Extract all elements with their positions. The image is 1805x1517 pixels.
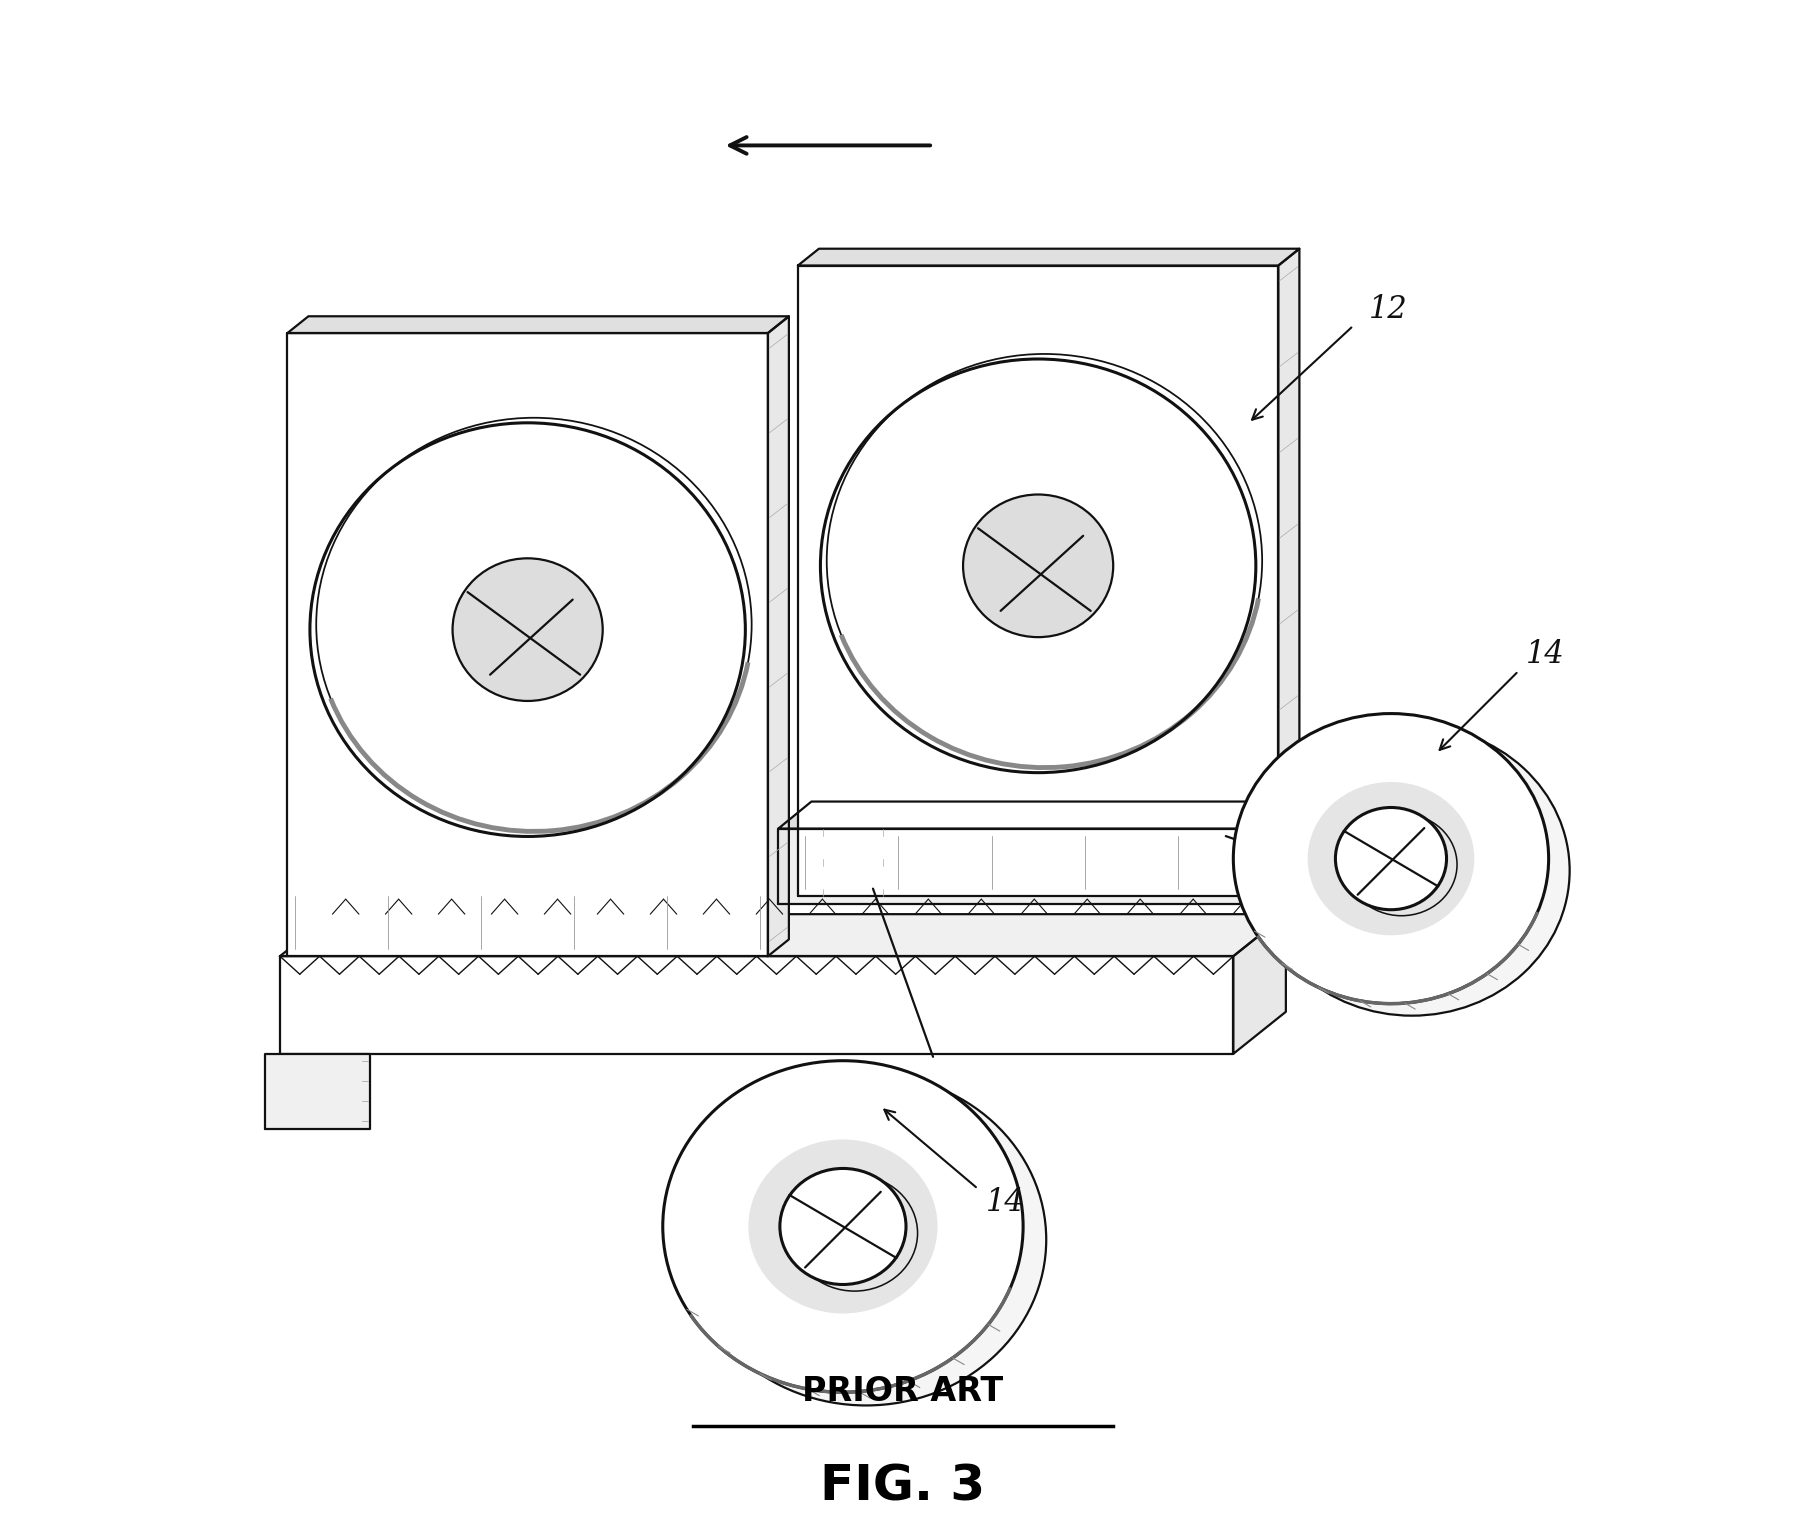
Ellipse shape <box>1307 781 1473 936</box>
Polygon shape <box>265 1054 370 1129</box>
Ellipse shape <box>686 1074 1045 1405</box>
Polygon shape <box>778 828 1298 904</box>
Ellipse shape <box>1334 807 1446 910</box>
Polygon shape <box>767 316 789 956</box>
Polygon shape <box>798 249 1298 265</box>
Polygon shape <box>778 801 1332 828</box>
Text: PRIOR ART: PRIOR ART <box>801 1374 1004 1408</box>
Polygon shape <box>280 956 1233 1054</box>
Polygon shape <box>798 265 1278 897</box>
Text: 12: 12 <box>1368 294 1406 325</box>
Ellipse shape <box>962 495 1112 637</box>
Ellipse shape <box>780 1168 906 1285</box>
Ellipse shape <box>453 558 603 701</box>
Ellipse shape <box>1254 725 1569 1016</box>
Ellipse shape <box>662 1060 1023 1393</box>
Polygon shape <box>280 915 1285 956</box>
Polygon shape <box>287 334 767 956</box>
Text: 14: 14 <box>1525 640 1563 671</box>
Text: FIG. 3: FIG. 3 <box>819 1462 986 1511</box>
Text: 14: 14 <box>986 1188 1023 1218</box>
Polygon shape <box>1278 249 1298 897</box>
Polygon shape <box>287 316 789 334</box>
Ellipse shape <box>1233 713 1547 1004</box>
Polygon shape <box>1233 915 1285 1054</box>
Ellipse shape <box>747 1139 937 1314</box>
